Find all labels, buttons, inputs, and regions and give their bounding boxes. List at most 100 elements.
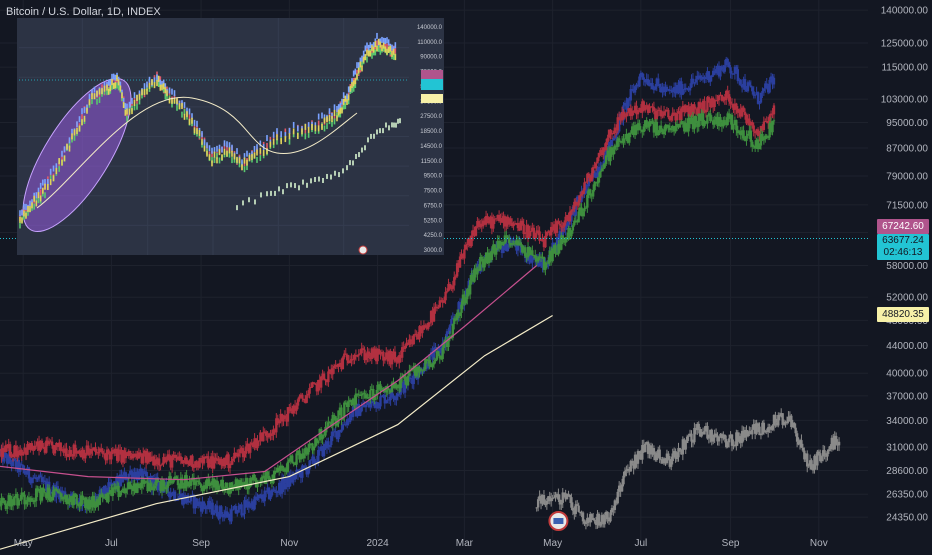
candle-body <box>699 76 701 79</box>
candle <box>728 62 730 69</box>
candle <box>696 71 698 85</box>
candle-body <box>181 478 183 486</box>
candle-body <box>19 500 21 501</box>
candle-body <box>428 360 430 364</box>
candle-body <box>13 497 15 505</box>
candle-body <box>310 460 312 461</box>
candle-body <box>313 382 315 383</box>
candle <box>45 437 47 454</box>
candle-body <box>35 446 37 447</box>
candle-body <box>110 451 112 459</box>
candle-body <box>737 69 739 81</box>
candle-body <box>695 116 697 123</box>
candle-body <box>750 85 752 87</box>
candle-body <box>136 484 138 493</box>
candle <box>763 117 765 132</box>
candle <box>248 497 250 513</box>
candle-body <box>175 476 177 478</box>
candle <box>441 298 443 308</box>
candle-body <box>463 249 465 258</box>
candle <box>385 400 387 404</box>
candle <box>327 417 329 428</box>
candle-body <box>261 494 263 499</box>
candle-body <box>502 248 504 253</box>
candle-body <box>434 360 436 361</box>
candle-body <box>692 79 694 83</box>
candle-body <box>557 494 559 500</box>
candle <box>258 494 260 502</box>
candle-body <box>760 93 762 103</box>
candle-body <box>6 505 8 509</box>
candle-body <box>763 88 765 91</box>
candle <box>197 475 199 486</box>
candle-body <box>48 488 50 501</box>
candle-body <box>55 489 57 491</box>
candle <box>637 110 639 119</box>
candle-body <box>585 208 587 209</box>
candle-body <box>557 221 559 223</box>
candle <box>291 454 293 463</box>
candle-body <box>378 406 380 408</box>
candle-body <box>379 396 381 406</box>
candle-body <box>421 370 423 371</box>
candle-body <box>428 323 430 324</box>
candle-body <box>643 126 645 132</box>
candle-body <box>667 110 669 117</box>
candle-body <box>297 399 299 405</box>
candle-body <box>773 78 775 85</box>
candle-body <box>585 523 587 524</box>
candle-series-3 <box>536 408 841 529</box>
candle-body <box>598 177 600 182</box>
candle-body <box>57 491 59 493</box>
candle-body <box>2 498 4 501</box>
candle-body <box>129 451 131 456</box>
candle <box>744 74 746 92</box>
candle-body <box>188 501 190 502</box>
candle <box>551 248 553 263</box>
candle-body <box>427 367 429 369</box>
candle-body <box>589 189 591 195</box>
candle-body <box>645 120 647 127</box>
candle-body <box>651 83 653 89</box>
candle <box>562 488 564 508</box>
candle <box>216 501 218 517</box>
candle-body <box>634 86 636 92</box>
candle <box>75 494 77 509</box>
candle <box>685 83 687 92</box>
candle-body <box>747 134 749 136</box>
candle-body <box>70 450 72 455</box>
candle-body <box>100 449 102 451</box>
candle-body <box>449 284 451 288</box>
candle-body <box>536 507 538 508</box>
candle-body <box>773 120 775 121</box>
candle-body <box>74 494 76 495</box>
candle-body <box>360 407 362 411</box>
candle-body <box>154 486 156 489</box>
candle-body <box>563 223 565 227</box>
candle-body <box>313 447 315 451</box>
candle-body <box>319 450 321 451</box>
candle-body <box>51 497 53 501</box>
candle-body <box>577 200 579 205</box>
candle-body <box>744 112 746 115</box>
candle-body <box>592 190 594 197</box>
candle-body <box>209 464 211 467</box>
candle-body <box>751 122 753 125</box>
candle-body <box>345 354 347 355</box>
candle <box>748 80 750 86</box>
candle-body <box>437 351 439 355</box>
candle-body <box>711 76 713 77</box>
candle-body <box>236 513 238 514</box>
candle-body <box>42 488 44 492</box>
candle-body <box>537 257 539 261</box>
candle-body <box>638 76 640 86</box>
candle-body <box>705 111 707 113</box>
candle <box>352 405 354 420</box>
candle <box>722 117 724 129</box>
candle-body <box>307 448 309 454</box>
candle-body <box>609 130 611 134</box>
candle-body <box>65 448 67 456</box>
candle-body <box>119 492 121 497</box>
candle-body <box>495 248 497 254</box>
candle <box>107 493 109 504</box>
